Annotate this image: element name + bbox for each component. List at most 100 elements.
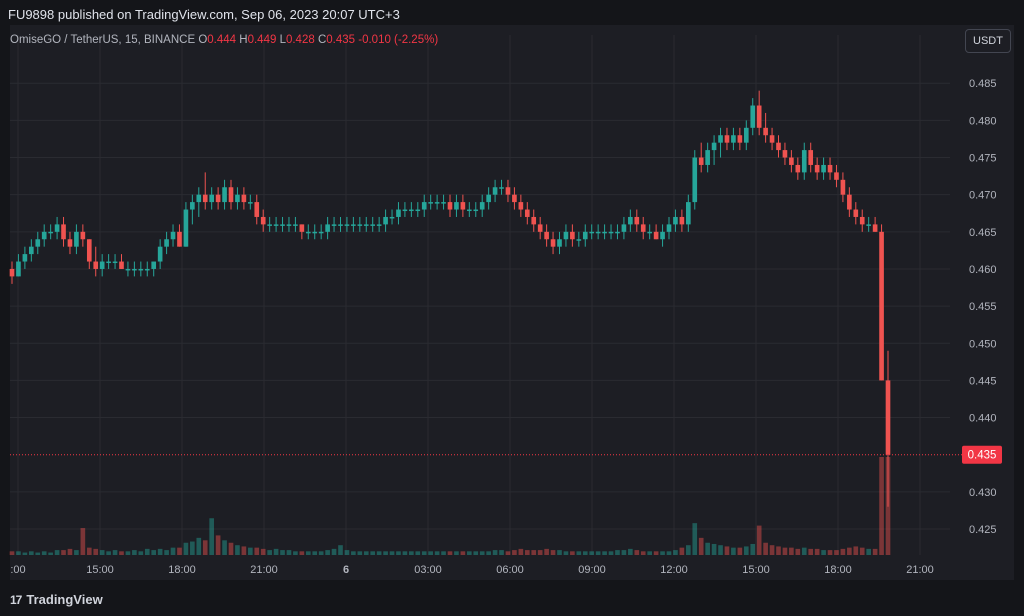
chart-frame[interactable] <box>10 25 1014 580</box>
candle-body <box>872 224 878 232</box>
volume-bar <box>383 551 388 555</box>
y-tick-label: 0.475 <box>969 153 997 165</box>
volume-bar <box>544 548 549 555</box>
candle-body <box>743 127 749 143</box>
candle-body <box>686 202 691 225</box>
volume-bar <box>608 551 614 555</box>
volume-bar <box>479 551 485 555</box>
candle-body <box>35 239 41 247</box>
volume-bar <box>228 542 234 555</box>
volume-bar <box>621 550 627 555</box>
volume-bar <box>325 550 330 555</box>
candle-body <box>376 224 382 226</box>
y-tick-label: 0.425 <box>969 524 997 536</box>
volume-bar <box>615 550 620 555</box>
volume-bar <box>872 548 878 555</box>
candle-body <box>138 268 144 271</box>
volume-bar <box>814 548 820 555</box>
candle-body <box>673 216 678 225</box>
volume-bar <box>486 551 491 555</box>
candle-body <box>74 231 79 247</box>
candle-body <box>653 231 659 240</box>
volume-bar <box>866 548 871 555</box>
candle-body <box>273 224 279 226</box>
volume-bar <box>157 548 163 555</box>
candle-body <box>479 202 485 210</box>
candle-body <box>325 224 330 232</box>
volume-bar <box>22 552 28 555</box>
candle-body <box>299 224 305 232</box>
volume-bar <box>666 551 672 555</box>
candle-body <box>396 209 401 217</box>
volume-bar <box>454 551 459 555</box>
volume-bar <box>267 550 272 555</box>
candle-body <box>428 202 433 204</box>
volume-bar <box>840 548 846 555</box>
volume-bar <box>74 550 79 555</box>
volume-bar <box>241 546 247 555</box>
volume-bar <box>305 551 311 555</box>
x-tick-label: 18:00 <box>824 564 852 576</box>
candle-body <box>834 172 839 180</box>
candle-body <box>267 224 272 226</box>
candle-body <box>125 268 131 271</box>
x-tick-label: 21:00 <box>906 564 934 576</box>
footer-branding[interactable]: 17 TradingView <box>10 592 103 607</box>
x-tick-label: 21:00 <box>250 564 278 576</box>
candle-body <box>666 224 672 232</box>
volume-bar <box>402 551 408 555</box>
candle-body <box>885 380 891 455</box>
volume-bar <box>711 543 717 555</box>
y-tick-label: 0.430 <box>969 487 997 499</box>
volume-bar <box>80 528 86 555</box>
candle-body <box>112 261 118 264</box>
candle-body <box>814 164 820 173</box>
currency-unit-button[interactable]: USDT <box>965 29 1011 53</box>
volume-bar <box>557 550 562 555</box>
volume-bar <box>209 518 214 555</box>
candle-body <box>821 164 826 173</box>
candle-body <box>524 209 530 217</box>
volume-bar <box>170 547 176 555</box>
volume-bar <box>834 550 839 555</box>
candle-body <box>389 216 395 219</box>
candle-body <box>486 194 491 203</box>
volume-bar <box>853 546 859 555</box>
candle-body <box>344 224 350 226</box>
volume-bar <box>847 547 852 555</box>
candle-body <box>698 157 704 165</box>
volume-bar <box>312 551 318 555</box>
candle-body <box>170 231 176 240</box>
candle-body <box>801 150 807 173</box>
candle-body <box>454 202 459 210</box>
volume-bar <box>363 551 369 555</box>
symbol-legend[interactable]: OmiseGO / TetherUS, 15, BINANCE O0.444 H… <box>10 34 438 46</box>
x-tick-label: 15:00 <box>742 564 770 576</box>
candle-body <box>235 194 240 203</box>
candle-body <box>647 231 652 234</box>
volume-bar <box>190 541 195 555</box>
volume-bar <box>808 548 814 555</box>
open-label: O <box>198 34 208 46</box>
volume-bar <box>318 551 324 555</box>
volume-bar <box>750 543 756 555</box>
candle-body <box>750 105 756 128</box>
volume-bar <box>376 551 382 555</box>
candle-body <box>589 231 595 234</box>
candle-body <box>61 224 66 240</box>
candle-body <box>286 224 292 226</box>
volume-bar <box>537 550 543 555</box>
y-tick-label: 0.465 <box>969 227 997 239</box>
candles <box>9 90 891 507</box>
last-price-line: 0.435 <box>10 445 1002 464</box>
candle-body <box>769 135 775 143</box>
candle-body <box>222 187 227 203</box>
close-label: C <box>317 34 327 46</box>
candle-body <box>106 261 111 264</box>
volume-bar <box>202 540 208 555</box>
candle-body <box>544 231 549 240</box>
candle-body <box>789 157 794 165</box>
change-value: -0.010 (-2.25%) <box>358 34 439 46</box>
candle-body <box>853 209 859 217</box>
